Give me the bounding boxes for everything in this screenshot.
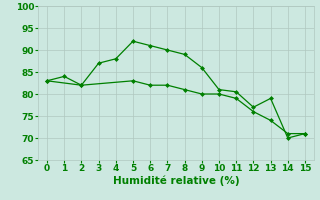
X-axis label: Humidité relative (%): Humidité relative (%) [113,176,239,186]
